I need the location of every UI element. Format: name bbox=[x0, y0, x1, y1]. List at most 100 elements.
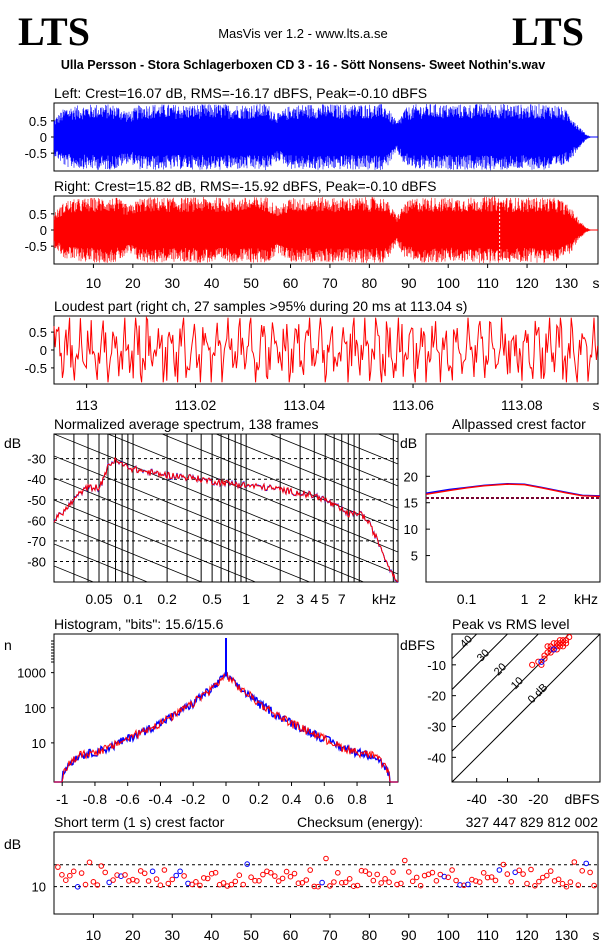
shortcrest-point bbox=[587, 869, 593, 876]
loudest-title: Loudest part (right ch, 27 samples >95% … bbox=[54, 298, 467, 314]
histogram-ytick: 100 bbox=[24, 701, 46, 716]
shortcrest-point bbox=[433, 878, 440, 884]
histogram-ylabel: n bbox=[4, 637, 12, 653]
shortcrest-point bbox=[169, 876, 176, 883]
peakrms-point bbox=[544, 643, 551, 650]
peakrms-crest-label: 10 bbox=[509, 675, 526, 692]
shortcrest-xtick: 70 bbox=[322, 927, 338, 943]
spectrum-slope-line bbox=[269, 434, 398, 487]
peakrms-crest-label: 40 bbox=[458, 633, 475, 650]
spectrum-title: Normalized average spectrum, 138 frames bbox=[54, 416, 319, 432]
shortcrest-point bbox=[177, 868, 183, 875]
spectrum-slope-line bbox=[161, 434, 398, 531]
spectrum-grid bbox=[54, 434, 398, 582]
shortcrest-point bbox=[82, 881, 89, 888]
shortcrest-point bbox=[327, 883, 333, 889]
shortcrest-point bbox=[181, 873, 187, 879]
spectrum-ytick: -80 bbox=[27, 554, 46, 569]
loudest-xtick: 113 bbox=[75, 397, 98, 413]
loudest-xtick: 113.08 bbox=[501, 397, 543, 413]
spectrum-xtick: 4 bbox=[310, 591, 318, 607]
peakrms-point bbox=[535, 658, 542, 665]
shortcrest-xtick: 50 bbox=[243, 927, 259, 943]
peakrms-point bbox=[529, 661, 536, 668]
peakrms-xtick: -20 bbox=[528, 791, 548, 807]
loudest-ytick: -0.5 bbox=[25, 361, 47, 376]
loudest-ytick: 0.5 bbox=[29, 325, 47, 340]
histogram-xtick: 0.6 bbox=[315, 791, 335, 807]
right-channel-ytick: 0.5 bbox=[29, 207, 47, 222]
allpass-title: Allpassed crest factor bbox=[452, 416, 586, 432]
allpass-ytick: 15 bbox=[404, 496, 418, 511]
histogram-xtick: -0.6 bbox=[116, 791, 140, 807]
shortcrest-point bbox=[244, 861, 250, 867]
shortcrest-point bbox=[488, 874, 495, 880]
histogram-xtick: 0.4 bbox=[282, 791, 302, 807]
time-axis-tick: 10 bbox=[86, 275, 102, 291]
shortcrest-point bbox=[59, 872, 65, 878]
shortcrest-point bbox=[386, 879, 392, 886]
peakrms-point bbox=[547, 643, 554, 650]
shortcrest-point bbox=[157, 882, 164, 889]
loudest-xtick: 113.06 bbox=[392, 397, 434, 413]
histogram-xtick: 0.2 bbox=[249, 791, 269, 807]
spectrum-xtick: 3 bbox=[296, 591, 304, 607]
shortcrest-point bbox=[122, 872, 128, 878]
shortcrest-point bbox=[78, 870, 85, 876]
shortcrest-point bbox=[153, 876, 160, 882]
peakrms-point bbox=[550, 640, 557, 647]
shortcrest-point bbox=[413, 874, 420, 881]
time-axis-tick: 110 bbox=[476, 275, 499, 291]
shortcrest-point bbox=[134, 878, 140, 884]
shortcrest-point bbox=[402, 857, 408, 864]
shortcrest-point bbox=[299, 880, 306, 886]
shortcrest-point bbox=[516, 867, 523, 874]
shortcrest-point bbox=[55, 864, 61, 870]
histogram-ytick: 10 bbox=[32, 736, 46, 751]
spectrum-ylabel: dB bbox=[4, 435, 21, 451]
shortcrest-point bbox=[283, 868, 290, 875]
time-axis-tick: 70 bbox=[322, 275, 338, 291]
shortcrest-point bbox=[236, 872, 243, 879]
shortcrest-point bbox=[260, 871, 266, 878]
allpass-frame bbox=[425, 433, 601, 583]
histogram-xtick: 0 bbox=[222, 791, 230, 807]
peakrms-point bbox=[559, 640, 567, 647]
spectrum-xtick: 0.1 bbox=[123, 591, 143, 607]
peakrms-point bbox=[553, 643, 560, 650]
time-axis-tick: s bbox=[593, 275, 600, 291]
shortcrest-point bbox=[256, 878, 262, 884]
histogram-xtick: -0.4 bbox=[148, 791, 172, 807]
shortcrest-point bbox=[445, 874, 452, 881]
spectrum-slope-line bbox=[215, 434, 398, 509]
shortcrest-ylabel: dB bbox=[4, 836, 21, 852]
spectrum-ytick: -30 bbox=[27, 452, 46, 467]
shortcrest-point bbox=[161, 867, 168, 873]
shortcrest-xtick: 40 bbox=[204, 927, 220, 943]
left-channel-title: Left: Crest=16.07 dB, RMS=-16.17 dBFS, P… bbox=[54, 85, 427, 101]
shortcrest-point bbox=[311, 883, 318, 890]
peakrms-ytick: -30 bbox=[427, 720, 446, 735]
shortcrest-point bbox=[201, 875, 207, 881]
shortcrest-point bbox=[461, 882, 467, 889]
peakrms-xlabel: dBFS bbox=[564, 791, 599, 807]
shortcrest-point bbox=[90, 879, 97, 885]
shortcrest-xtick: 20 bbox=[125, 927, 141, 943]
peakrms-point bbox=[566, 633, 573, 641]
peakrms-point bbox=[541, 655, 548, 662]
spectrum-frame bbox=[53, 433, 399, 583]
shortcrest-title: Short term (1 s) crest factor bbox=[54, 814, 225, 830]
spectrum-slope-line bbox=[54, 477, 311, 582]
shortcrest-point bbox=[528, 866, 534, 873]
peakrms-crest-label: 30 bbox=[475, 647, 492, 664]
shortcrest-point bbox=[476, 879, 483, 885]
histogram-xtick: -0.2 bbox=[181, 791, 205, 807]
peakrms-ytick: -20 bbox=[427, 689, 446, 704]
logo-right: LTS bbox=[512, 9, 584, 54]
allpass-xtick: 1 bbox=[521, 591, 529, 607]
shortcrest-point bbox=[567, 879, 574, 885]
shortcrest-point bbox=[532, 883, 538, 889]
shortcrest-point bbox=[378, 880, 385, 886]
peakrms-point bbox=[538, 661, 545, 668]
spectrum-xtick: 0.2 bbox=[157, 591, 177, 607]
